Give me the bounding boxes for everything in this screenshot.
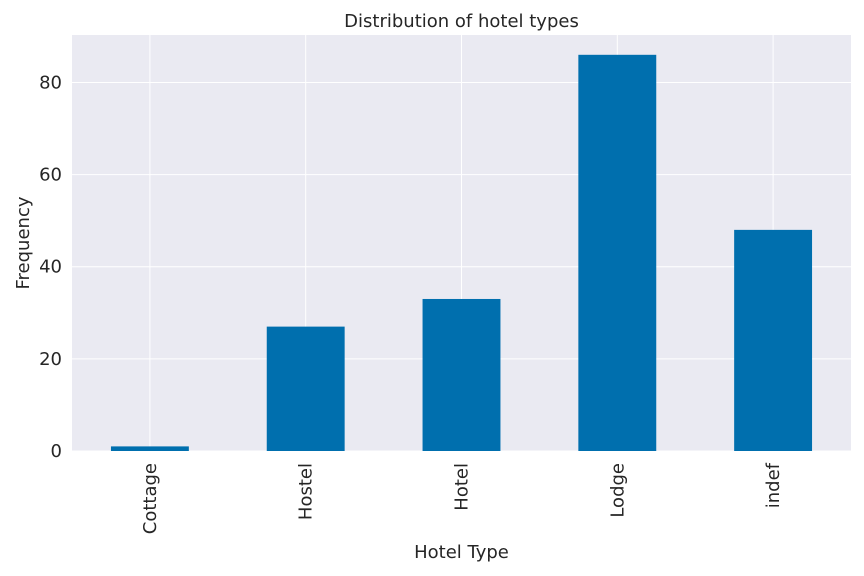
bar-lodge bbox=[578, 54, 657, 452]
x-axis-ticks: Cottage Hostel Hotel Lodge indef bbox=[140, 462, 784, 534]
y-axis-label: Frequency bbox=[13, 196, 34, 289]
x-tick-label: Cottage bbox=[140, 463, 161, 534]
y-tick-label: 40 bbox=[39, 257, 62, 278]
bars bbox=[110, 54, 813, 452]
bar-hotel bbox=[422, 298, 501, 451]
x-tick-label: Hotel bbox=[452, 463, 473, 511]
bar-hostel bbox=[266, 326, 345, 451]
x-tick-label: Lodge bbox=[607, 463, 628, 518]
x-tick-label: indef bbox=[763, 462, 784, 508]
y-tick-label: 20 bbox=[39, 349, 62, 370]
x-axis-label: Hotel Type bbox=[414, 542, 509, 563]
x-tick-label: Hostel bbox=[296, 463, 317, 520]
bar-indef bbox=[734, 229, 813, 451]
y-tick-label: 0 bbox=[51, 441, 62, 462]
y-tick-label: 80 bbox=[39, 72, 62, 93]
chart-title: Distribution of hotel types bbox=[344, 11, 579, 32]
y-axis-ticks: 0 20 40 60 80 bbox=[39, 72, 62, 462]
y-tick-label: 60 bbox=[39, 165, 62, 186]
bar-cottage bbox=[110, 446, 189, 451]
